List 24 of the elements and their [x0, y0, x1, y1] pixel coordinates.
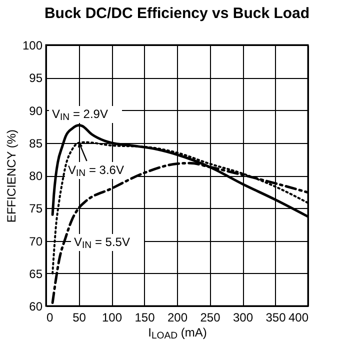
y-tick-label: 95 — [29, 71, 43, 86]
y-tick-label: 85 — [29, 136, 43, 150]
x-tick-label: 200 — [167, 310, 188, 324]
x-tick-label: 0 — [46, 310, 54, 324]
y-tick-label: 60 — [29, 300, 43, 314]
x-tick-label: 250 — [200, 310, 221, 324]
series-label: V$_{IN}$ = 5.5V — [74, 235, 130, 251]
y-tick-label: 80 — [29, 169, 43, 183]
x-tick-label: 400 — [288, 310, 309, 324]
x-tick-label: 100 — [102, 310, 122, 324]
y-tick-label: 90 — [29, 104, 43, 118]
y-tick-label: 70 — [29, 234, 43, 248]
x-tick-label: 300 — [232, 310, 254, 324]
y-axis-title: EFFICIENCY (%) — [4, 129, 18, 223]
y-tick-label: 75 — [29, 202, 43, 216]
series-label: V$_{IN}$ = 2.9V — [52, 107, 108, 123]
x-tick-label: 50 — [72, 310, 86, 324]
y-tick-label: 65 — [29, 266, 43, 281]
x-axis-title: I$_{LOAD}$ (mA) — [148, 326, 207, 342]
chart-title: Buck DC/DC Efficiency vs Buck Load — [44, 5, 310, 22]
x-tick-label: 350 — [266, 310, 286, 324]
x-tick-label: 150 — [134, 310, 156, 324]
legend-label: V$_{IN}$ = 3.6V — [68, 163, 124, 179]
y-tick-label: 100 — [22, 38, 43, 52]
